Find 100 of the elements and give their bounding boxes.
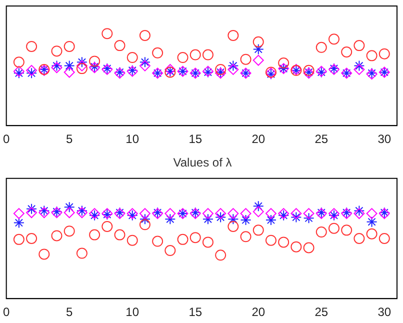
point bbox=[51, 46, 62, 57]
point bbox=[190, 49, 201, 60]
point bbox=[26, 40, 38, 52]
point bbox=[228, 220, 239, 232]
point bbox=[354, 205, 365, 216]
point bbox=[38, 248, 50, 260]
point bbox=[26, 64, 38, 76]
point bbox=[290, 241, 302, 252]
point bbox=[202, 49, 214, 60]
point bbox=[89, 229, 100, 240]
point bbox=[76, 248, 88, 259]
point bbox=[139, 219, 150, 230]
x-tick-label: 20 bbox=[252, 305, 266, 320]
point bbox=[252, 200, 264, 212]
point bbox=[177, 52, 188, 64]
point bbox=[341, 46, 352, 58]
point bbox=[139, 30, 150, 41]
point bbox=[177, 234, 188, 245]
point bbox=[76, 63, 88, 74]
x-tick-label: 0 bbox=[2, 132, 10, 146]
point bbox=[252, 36, 264, 48]
x-tick-label: 0 bbox=[2, 305, 10, 320]
point bbox=[64, 60, 75, 72]
point bbox=[152, 47, 164, 58]
x-tick-label: 30 bbox=[378, 305, 392, 320]
point bbox=[240, 231, 252, 242]
point bbox=[252, 224, 264, 236]
point bbox=[114, 229, 126, 240]
x-tick-label: 25 bbox=[314, 305, 328, 320]
point bbox=[240, 54, 252, 65]
point bbox=[215, 212, 226, 223]
point bbox=[328, 34, 340, 45]
point bbox=[26, 203, 38, 214]
point bbox=[126, 234, 138, 246]
point bbox=[139, 60, 150, 72]
point bbox=[139, 214, 150, 225]
x-tick-label: 25 bbox=[314, 132, 328, 146]
point bbox=[13, 217, 24, 228]
chart-title: Values of λ bbox=[173, 156, 232, 170]
point bbox=[252, 44, 264, 55]
point bbox=[341, 224, 352, 236]
point bbox=[26, 68, 38, 79]
point bbox=[164, 208, 176, 220]
point bbox=[378, 48, 390, 60]
point bbox=[26, 233, 38, 244]
point bbox=[13, 234, 24, 245]
x-tick-label: 10 bbox=[126, 305, 140, 320]
point bbox=[190, 232, 201, 244]
point bbox=[102, 28, 113, 40]
point bbox=[303, 212, 314, 224]
point bbox=[13, 56, 24, 68]
point bbox=[265, 214, 276, 226]
point bbox=[252, 206, 264, 218]
point bbox=[64, 40, 75, 52]
point bbox=[316, 226, 327, 238]
point bbox=[354, 64, 365, 75]
point bbox=[164, 214, 176, 225]
point bbox=[316, 42, 327, 53]
point bbox=[13, 208, 24, 220]
point bbox=[215, 64, 226, 75]
point bbox=[278, 58, 290, 69]
point bbox=[378, 233, 390, 244]
point bbox=[152, 236, 164, 247]
point bbox=[202, 214, 214, 225]
point bbox=[202, 208, 214, 220]
point bbox=[215, 250, 226, 261]
point bbox=[51, 230, 62, 242]
point bbox=[265, 208, 276, 220]
point bbox=[303, 242, 314, 254]
point bbox=[252, 54, 264, 66]
point bbox=[114, 40, 126, 52]
point bbox=[354, 208, 365, 220]
point bbox=[240, 208, 252, 220]
x-tick-label: 20 bbox=[252, 132, 266, 146]
point bbox=[102, 220, 113, 232]
point bbox=[366, 208, 378, 220]
x-tick-label: 15 bbox=[188, 305, 202, 320]
point bbox=[228, 208, 239, 220]
x-tick-label: 15 bbox=[188, 132, 202, 146]
point bbox=[164, 245, 176, 256]
point bbox=[26, 207, 38, 218]
x-tick-label: 30 bbox=[378, 132, 392, 146]
point bbox=[265, 234, 276, 246]
point bbox=[228, 214, 239, 225]
point bbox=[240, 214, 252, 226]
point bbox=[215, 208, 226, 220]
point bbox=[354, 233, 365, 244]
point bbox=[139, 56, 150, 68]
point bbox=[89, 56, 100, 67]
x-tick-label: 5 bbox=[66, 132, 74, 146]
point bbox=[64, 226, 75, 237]
point bbox=[366, 50, 378, 62]
point bbox=[278, 236, 290, 248]
point bbox=[64, 207, 75, 218]
point bbox=[354, 60, 365, 72]
point bbox=[228, 30, 239, 41]
point bbox=[76, 60, 88, 72]
x-tick-label: 10 bbox=[126, 132, 140, 146]
point bbox=[328, 222, 340, 234]
point bbox=[366, 228, 378, 240]
